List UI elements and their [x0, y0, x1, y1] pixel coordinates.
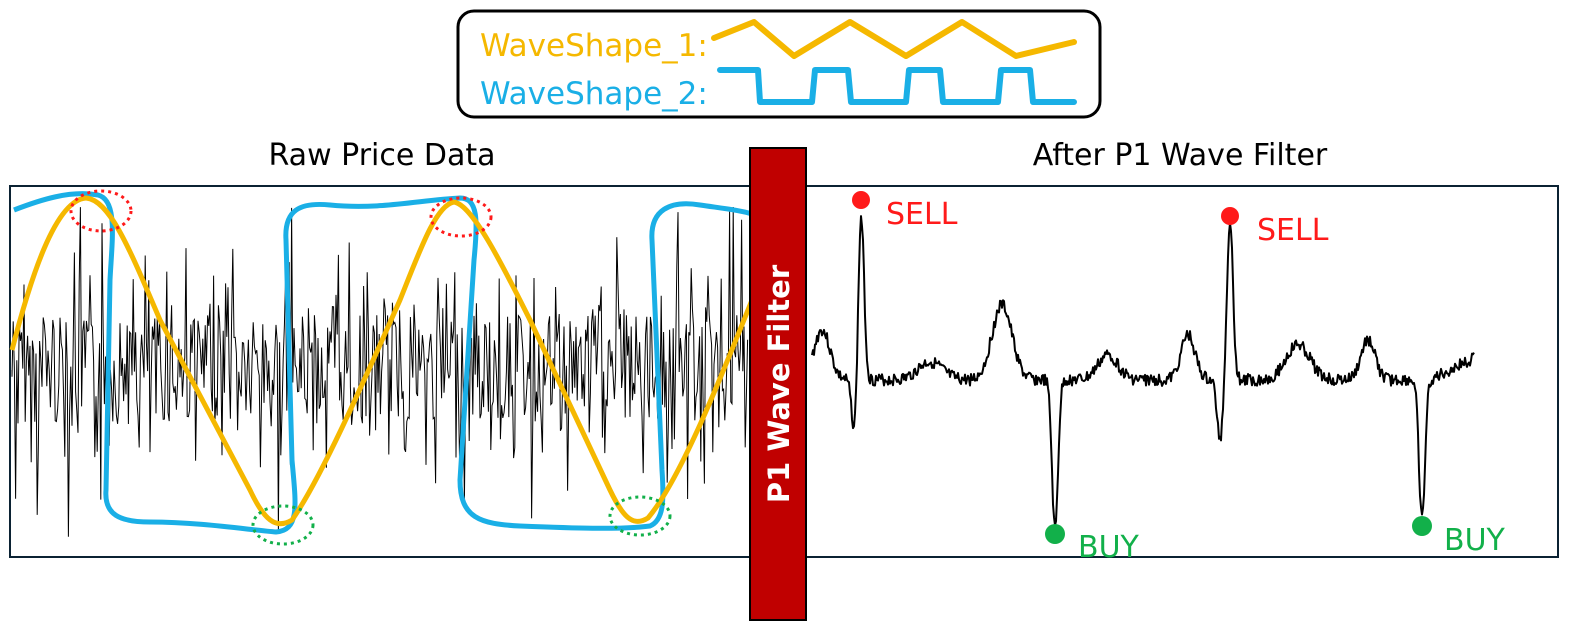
- filtered-frame: [805, 185, 1559, 558]
- sell-zone-marker: [429, 196, 493, 238]
- raw-price-noise-trace: [11, 206, 749, 537]
- waveshape-1-fit: [9, 195, 755, 527]
- p1-wave-filter-block: P1 Wave Filter: [749, 147, 807, 621]
- legend-waveshape-2-sample: [717, 67, 1077, 105]
- legend-label-waveshape-2: WaveShape_2:: [480, 76, 708, 112]
- legend-waveshape-1-sample: [711, 19, 1077, 59]
- buy-signal-dot: [1045, 524, 1065, 544]
- sell-zone-marker: [69, 189, 133, 233]
- sell-signal-dot: [852, 191, 870, 209]
- buy-signal-label: BUY: [1444, 523, 1506, 558]
- raw-price-frame: [9, 185, 753, 558]
- buy-zone-marker: [608, 495, 672, 537]
- raw-price-panel: [9, 185, 755, 558]
- sell-signal-label: SELL: [1257, 213, 1329, 248]
- filter-label: P1 Wave Filter: [762, 264, 796, 503]
- left-panel-title: Raw Price Data: [269, 138, 496, 173]
- buy-zone-marker: [251, 504, 315, 546]
- filter-bar: [749, 147, 807, 621]
- sell-signal-dot: [1221, 207, 1239, 225]
- filtered-signal-trace: [811, 215, 1475, 527]
- legend: WaveShape_1: WaveShape_2:: [456, 9, 1102, 119]
- sell-signal-label: SELL: [886, 197, 958, 232]
- legend-label-waveshape-1: WaveShape_1:: [480, 28, 708, 64]
- filtered-panel: SELL SELL BUY BUY: [805, 185, 1559, 565]
- buy-signal-label: BUY: [1078, 530, 1140, 565]
- right-panel-title: After P1 Wave Filter: [1033, 138, 1328, 173]
- buy-signal-dot: [1412, 516, 1432, 536]
